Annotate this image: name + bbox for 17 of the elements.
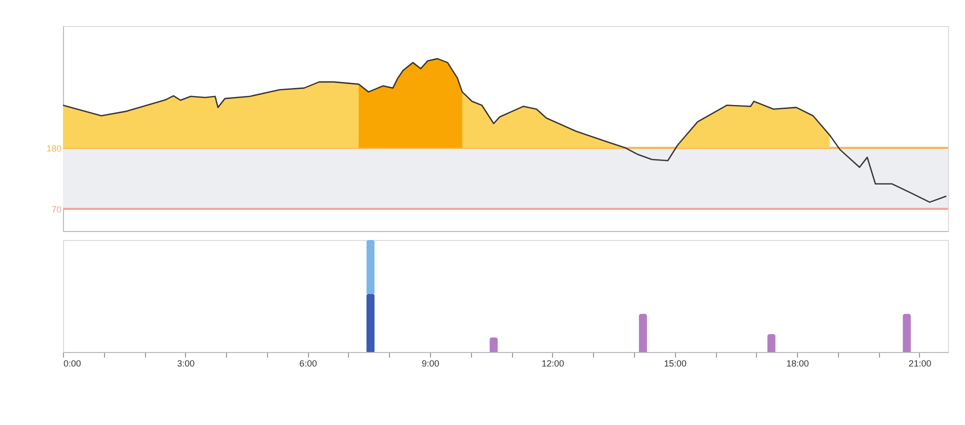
bar (366, 240, 375, 294)
x-tick-label: 21:00 (908, 358, 932, 368)
bar (366, 294, 375, 352)
x-tick-label: 6:00 (299, 358, 317, 368)
x-tick-label: 3:00 (177, 358, 195, 368)
y-tick-label: 180 (46, 143, 62, 154)
x-tick-label: 9:00 (422, 358, 440, 368)
x-tick-label: 12:00 (542, 358, 564, 368)
x-tick-label: 15:00 (664, 358, 687, 368)
bar (490, 337, 498, 352)
bar (767, 334, 776, 352)
x-tick-label: 18:00 (786, 358, 809, 368)
bar (902, 314, 911, 352)
y-tick-label: 70 (51, 204, 62, 214)
x-tick-label: 0:00 (64, 358, 82, 368)
line-series (62, 58, 948, 203)
bar (638, 314, 647, 352)
